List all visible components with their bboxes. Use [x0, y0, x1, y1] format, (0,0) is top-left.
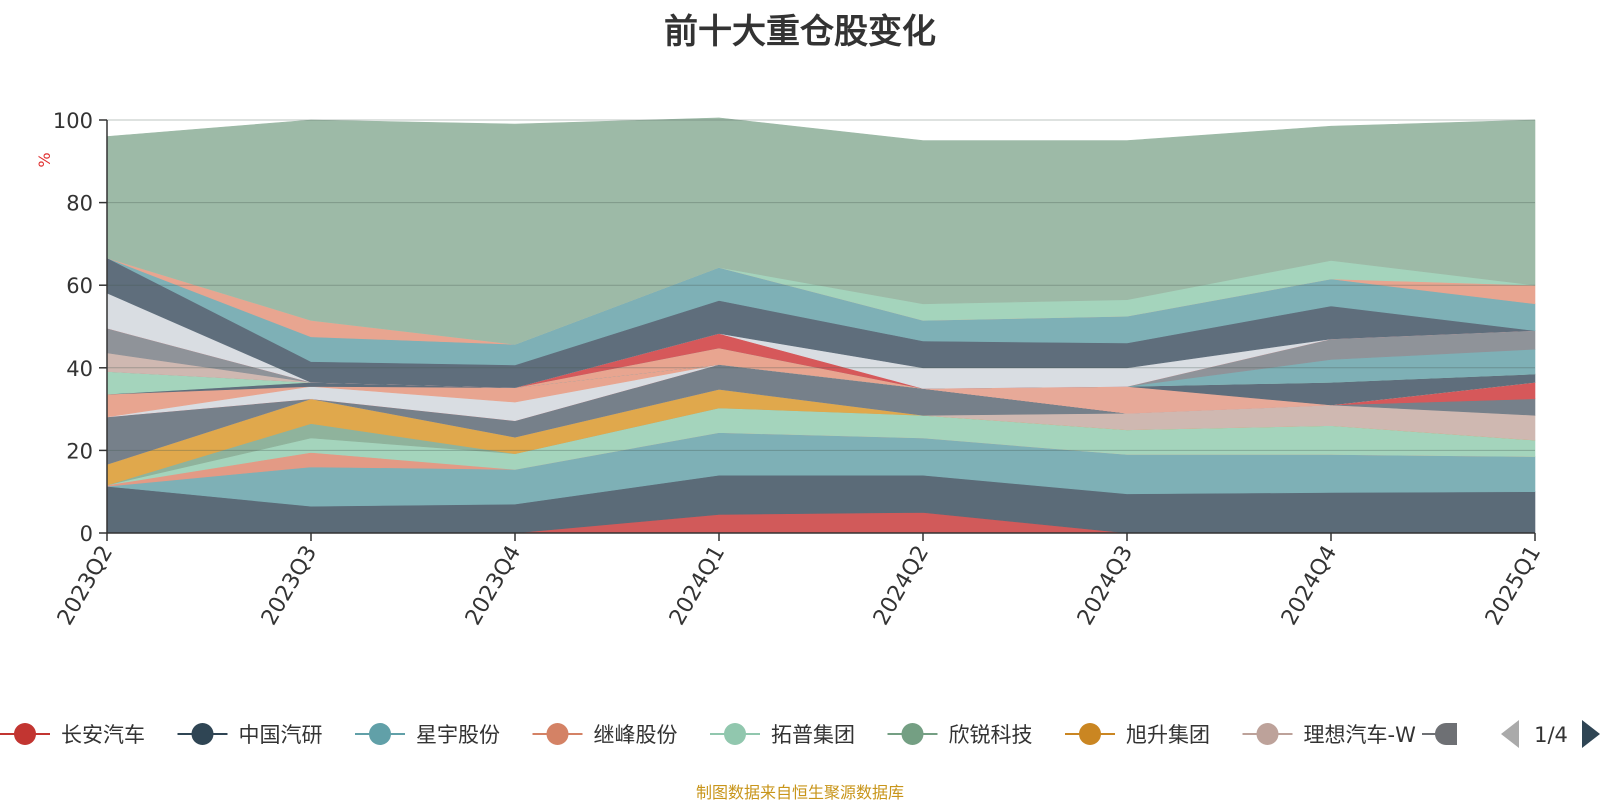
- legend-marker: [14, 723, 36, 745]
- legend-label: 欣锐科技: [949, 723, 1033, 747]
- stacked-areas: [106, 117, 1536, 534]
- legend-item[interactable]: 中国汽研: [177, 723, 323, 747]
- legend-label: 长安汽车: [61, 723, 145, 747]
- legend-marker: [1079, 723, 1101, 745]
- legend: 长安汽车 中国汽研 星宇股份 继峰股份 拓普集团 欣锐科技 旭升集团 理想汽车-W 1/4: [0, 720, 1600, 748]
- legend-label: 旭升集团: [1126, 723, 1210, 747]
- chart-title: 前十大重仓股变化: [664, 12, 936, 52]
- legend-marker: [369, 723, 391, 745]
- legend-item[interactable]: 理想汽车-W: [1242, 723, 1417, 747]
- x-tick-label: 2025Q1: [1481, 542, 1546, 630]
- grid-lines: [107, 119, 1535, 451]
- legend-marker: [191, 723, 214, 745]
- legend-marker: [901, 723, 924, 745]
- x-tick-label: 2023Q3: [257, 542, 322, 630]
- y-tick-label: 20: [66, 439, 93, 463]
- legend-next-page-icon[interactable]: [1582, 720, 1600, 748]
- legend-label: 拓普集团: [771, 723, 855, 747]
- x-tick-label: 2024Q1: [665, 542, 730, 630]
- legend-label: 理想汽车-W: [1304, 723, 1417, 747]
- legend-marker: [724, 723, 746, 745]
- y-tick-label: 40: [66, 357, 93, 381]
- x-tick-label: 2023Q2: [53, 542, 118, 630]
- x-tick-label: 2023Q4: [461, 542, 526, 630]
- legend-label: 继峰股份: [594, 723, 678, 747]
- legend-item[interactable]: 拓普集团: [710, 723, 855, 747]
- legend-marker: [546, 723, 569, 745]
- y-tick-label: 80: [66, 192, 93, 216]
- x-tick-label: 2024Q4: [1277, 542, 1342, 630]
- y-axis-label: %: [35, 152, 54, 167]
- y-tick-label: 100: [53, 109, 93, 133]
- x-tick-label: 2024Q2: [869, 542, 934, 630]
- legend-item[interactable]: 继峰股份: [532, 723, 678, 747]
- legend-item[interactable]: 欣锐科技: [887, 723, 1033, 747]
- legend-label: 星宇股份: [416, 723, 500, 747]
- legend-item-partial[interactable]: [1422, 723, 1457, 745]
- legend-item[interactable]: 星宇股份: [355, 723, 500, 747]
- legend-pager-text: 1/4: [1534, 723, 1568, 747]
- legend-marker: [1435, 723, 1457, 745]
- legend-label: 中国汽研: [239, 723, 323, 747]
- legend-item[interactable]: 长安汽车: [0, 723, 145, 747]
- area-series-26: [106, 117, 1536, 345]
- y-tick-label: 60: [66, 274, 93, 298]
- legend-item[interactable]: 旭升集团: [1065, 723, 1210, 747]
- y-tick-label: 0: [80, 522, 93, 546]
- legend-prev-page-icon[interactable]: [1501, 720, 1519, 748]
- x-tick-label: 2024Q3: [1073, 542, 1138, 630]
- legend-marker: [1256, 723, 1279, 745]
- source-note: 制图数据来自恒生聚源数据库: [695, 783, 904, 802]
